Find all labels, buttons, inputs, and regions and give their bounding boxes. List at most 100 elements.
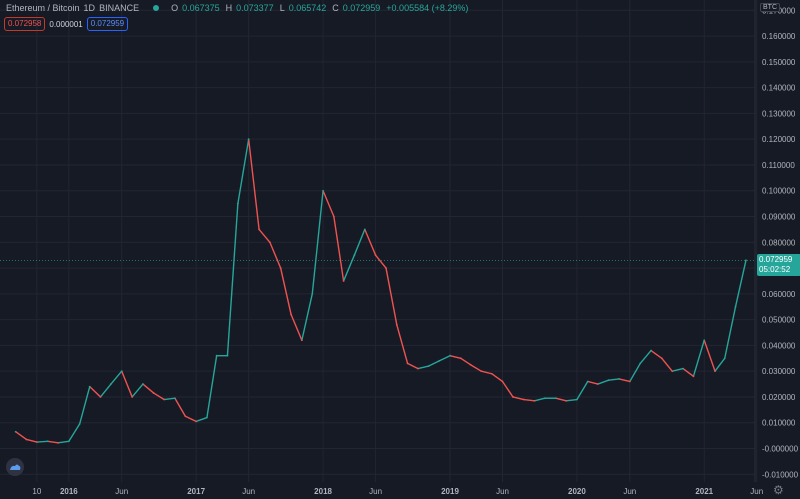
series-segment [534,397,546,402]
data-point [268,241,271,244]
data-point [449,354,451,357]
y-tick-label: 0.040000 [762,341,796,350]
data-point [576,398,578,401]
data-point [395,323,398,326]
last-price-value: 0.072959 [759,255,793,264]
series-segment [131,383,144,398]
x-tick-label: Jun [623,487,636,496]
data-point [195,420,198,423]
x-tick-label: Jun [750,487,763,496]
data-point [671,370,674,373]
close-value: 0.072959 [342,3,381,13]
series-segment [576,381,589,400]
y-tick-label: 0.010000 [762,419,796,428]
data-point [14,430,17,433]
data-point [215,354,218,357]
x-tick-label: 2016 [60,487,78,496]
data-point [236,202,239,205]
data-point [163,398,166,401]
data-point [322,189,324,192]
tradingview-logo-icon[interactable] [6,458,24,476]
series-segment [153,392,165,401]
y-tick-label: 0.120000 [762,135,796,144]
series-segment [279,267,292,315]
y-tick-label: 0.020000 [762,393,796,402]
data-point [628,380,631,383]
series-segment [407,362,419,370]
series-segment [57,440,69,444]
data-point [57,441,59,444]
series-segment [36,440,48,443]
open-label: O [171,3,179,13]
bar-countdown: 05:02:52 [759,265,791,274]
buy-price-button[interactable]: 0.072959 [86,17,129,31]
series-segment [428,360,440,367]
data-point [184,415,187,418]
data-point [67,440,70,443]
data-point [522,398,525,401]
series-segment [353,229,366,256]
y-tick-label: 0.100000 [762,187,796,196]
x-tick-label: 10 [32,487,41,496]
series-segment [734,260,747,307]
data-point [35,441,38,443]
symbol-title[interactable]: Ethereum / Bitcoin [6,3,80,13]
interval-label[interactable]: 1D [83,3,96,13]
high-value: 0.073377 [236,3,274,13]
series-segment [566,398,578,402]
series-segment [587,380,598,385]
series-segment [174,397,186,417]
series-segment [258,228,271,243]
time-axis[interactable]: 10 2016 Jun 2017 Jun 2018 Jun 2019 Jun 2020 Jun 202… [32,487,763,496]
y-tick-label: 0.140000 [762,84,796,93]
series-segment [692,340,705,377]
x-tick-label: 2020 [568,487,586,496]
series-segment [417,365,429,370]
series-segment [78,386,91,425]
data-point [692,375,695,378]
data-point [78,423,81,425]
series-segment [512,396,524,401]
series-segment [99,383,112,398]
series-segment [195,416,208,423]
low-value: 0.065742 [288,3,327,13]
y-tick-label: 0.030000 [762,367,796,376]
data-point [25,438,28,441]
series-segment [89,386,101,398]
data-point [533,399,536,402]
data-point [490,372,493,375]
sell-price-button[interactable]: 0.072958 [4,17,46,31]
price-axis[interactable]: -0.010000 -0.000000 0.010000 0.020000 0.0300… [762,6,799,479]
series-segment [629,363,641,382]
currency-badge[interactable]: BTC [760,3,780,12]
y-tick-label: 0.060000 [762,290,796,299]
series-segment [597,379,609,385]
data-point [607,379,610,382]
data-point [586,380,589,383]
market-status-icon [153,5,160,11]
x-tick-label: 2021 [695,487,713,496]
data-point [745,259,747,262]
data-point [353,254,356,257]
series-segment [724,306,737,359]
series-segment [460,357,471,366]
series-segment [608,378,620,381]
settings-gear-icon[interactable]: ⚙ [773,483,784,497]
data-point [660,357,663,360]
data-point [110,383,112,385]
series-segment [385,267,398,325]
change-value: +0.005584 (+8.29%) [386,3,469,13]
data-point [290,313,292,316]
data-point [342,280,345,282]
data-point [682,367,684,370]
y-tick-label: 0.130000 [762,109,796,118]
data-point [480,370,483,373]
data-point [311,292,314,295]
data-point [174,397,176,400]
data-point [417,367,419,370]
high-label: H [225,3,233,13]
y-tick-label: 0.160000 [762,32,796,41]
low-label: L [279,3,285,13]
y-tick-label: 0.090000 [762,213,796,222]
